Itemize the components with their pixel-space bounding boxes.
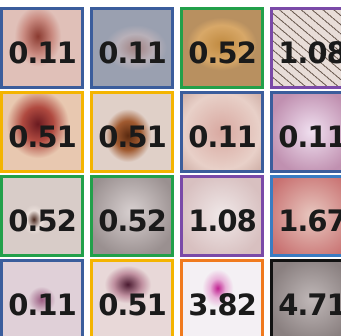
- score-label: 0.52: [98, 204, 166, 238]
- score-label: 0.11: [188, 120, 256, 154]
- score-label: 0.52: [188, 36, 256, 70]
- image-tile: 0.11: [0, 7, 84, 89]
- score-label: 0.52: [8, 204, 76, 238]
- score-label: 0.11: [98, 36, 166, 70]
- score-label: 0.51: [98, 288, 166, 322]
- image-tile: 1.08: [270, 7, 341, 89]
- image-tile: 1.67: [270, 175, 341, 257]
- image-tile: 0.52: [180, 7, 264, 89]
- image-tile: 0.51: [90, 259, 174, 336]
- score-label: 4.71: [278, 288, 341, 322]
- score-label: 0.11: [278, 120, 341, 154]
- image-tile: 0.11: [180, 91, 264, 173]
- image-tile: 3.82: [180, 259, 264, 336]
- score-label: 0.11: [8, 288, 76, 322]
- image-tile: 4.71: [270, 259, 341, 336]
- score-label: 3.82: [188, 288, 256, 322]
- score-label: 1.08: [278, 36, 341, 70]
- score-label: 0.11: [8, 36, 76, 70]
- score-label: 1.08: [188, 204, 256, 238]
- image-tile: 0.52: [90, 175, 174, 257]
- image-tile: 0.11: [270, 91, 341, 173]
- image-tile: 0.51: [90, 91, 174, 173]
- image-grid: 0.11 0.11 0.52 1.08 0.51 0.51 0.11 0.11 0.52 0.52…: [0, 0, 341, 336]
- score-label: 1.67: [278, 204, 341, 238]
- score-label: 0.51: [8, 120, 76, 154]
- image-tile: 0.51: [0, 91, 84, 173]
- score-label: 0.51: [98, 120, 166, 154]
- image-tile: 1.08: [180, 175, 264, 257]
- image-tile: 0.11: [90, 7, 174, 89]
- image-tile: 0.52: [0, 175, 84, 257]
- image-tile: 0.11: [0, 259, 84, 336]
